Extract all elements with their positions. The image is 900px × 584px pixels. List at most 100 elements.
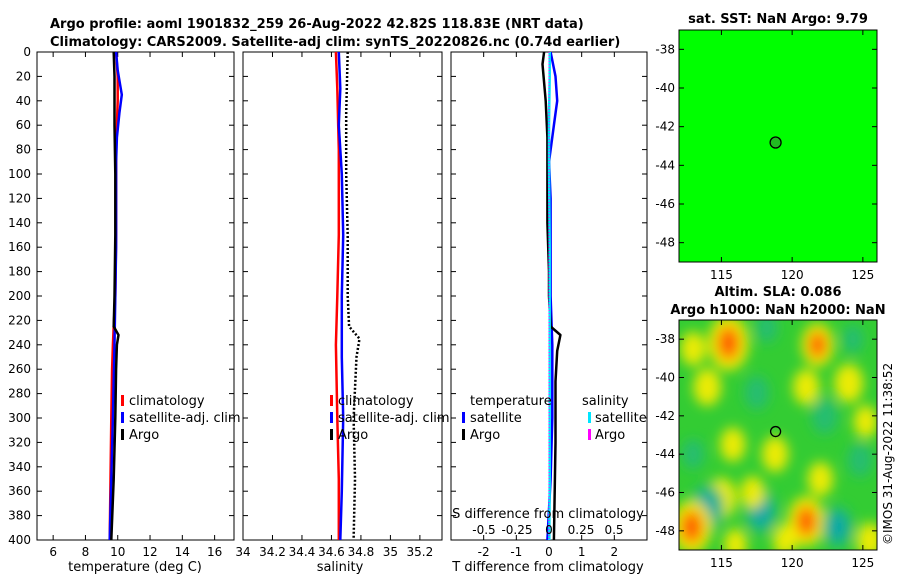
x-tick-label: 16 <box>207 545 222 559</box>
x-tick-label: 35 <box>383 545 398 559</box>
x-tick-label: 115 <box>710 556 733 570</box>
y-tick-label: -40 <box>655 371 675 385</box>
x-tick-label: 34.6 <box>318 545 345 559</box>
legend-swatch <box>588 412 591 423</box>
y-tick-label: 240 <box>8 338 31 352</box>
top-x-tick-label: 0.5 <box>604 523 623 537</box>
sla-low-cell <box>811 397 838 435</box>
y-tick-label: 0 <box>23 45 31 59</box>
x-tick-label: 115 <box>710 268 733 282</box>
x-tick-label: 120 <box>781 556 804 570</box>
x-tick-label: 34.2 <box>259 545 286 559</box>
sla-high-cell <box>773 524 798 550</box>
y-tick-label: -46 <box>655 197 675 211</box>
y-tick-label: -40 <box>655 81 675 95</box>
x-tick-label: 34 <box>235 545 250 559</box>
series-line-argo <box>344 51 361 541</box>
sla-heatmap <box>679 320 877 550</box>
sla-map-title-line2: Argo h1000: NaN h2000: NaN <box>670 303 885 318</box>
x-tick-label: 12 <box>142 545 157 559</box>
legend-label: Argo <box>338 428 368 443</box>
difference-top-xlabel: S difference from climatology <box>452 507 644 522</box>
y-tick-label: 200 <box>8 289 31 303</box>
y-tick-label: 20 <box>16 69 31 83</box>
sla-map-frame <box>678 319 878 551</box>
sla-heatmap-cells <box>679 320 877 550</box>
legend-swatch <box>121 395 124 406</box>
legend-swatch <box>121 412 124 423</box>
legend-label: satellite-adj. clim <box>129 411 241 426</box>
y-tick-label: 180 <box>8 265 31 279</box>
x-tick-label: 10 <box>110 545 125 559</box>
legend-label: satellite <box>595 411 647 426</box>
y-tick-label: 80 <box>16 143 31 157</box>
y-tick-label: -48 <box>655 236 675 250</box>
legend-label: Argo <box>595 428 625 443</box>
y-tick-label: -46 <box>655 486 675 500</box>
difference-xlabel: T difference from climatology <box>451 560 644 575</box>
x-tick-label: 6 <box>49 545 57 559</box>
legend-label: Argo <box>129 428 159 443</box>
sla-low-cell <box>744 375 770 410</box>
x-tick-label: 34.8 <box>348 545 375 559</box>
series-line-satellite-adj-clim <box>337 51 345 541</box>
sla-high-cell <box>761 436 789 473</box>
sla-high-cell <box>853 405 877 438</box>
x-tick-label: 34.4 <box>289 545 316 559</box>
sla-high-cell <box>740 476 765 509</box>
y-tick-label: 400 <box>8 533 31 547</box>
legend-label: Argo <box>470 428 500 443</box>
series-line-climatology <box>334 51 341 540</box>
y-tick-label: 60 <box>16 118 31 132</box>
argo-location-marker <box>769 136 782 149</box>
legend-swatch <box>588 429 591 440</box>
legend-swatch <box>462 429 465 440</box>
figure-title-line2: Climatology: CARS2009. Satellite-adj cli… <box>50 35 620 50</box>
sla-high-cell <box>834 363 864 403</box>
sla-low-cell <box>847 442 873 477</box>
x-tick-label: -2 <box>478 545 490 559</box>
legend-label: climatology <box>129 394 205 409</box>
top-x-tick-label: 0 <box>545 523 553 537</box>
x-tick-label: 125 <box>851 268 874 282</box>
sla-low-cell <box>827 513 848 541</box>
y-tick-label: -38 <box>655 42 675 56</box>
y-tick-label: 320 <box>8 435 31 449</box>
y-tick-label: -38 <box>655 332 675 346</box>
y-tick-label: -44 <box>655 447 675 461</box>
y-tick-label: 140 <box>8 216 31 230</box>
y-tick-label: 260 <box>8 362 31 376</box>
salinity-xlabel: salinity <box>317 560 364 575</box>
series-line-s-satellite <box>547 52 551 541</box>
x-tick-label: 120 <box>781 268 804 282</box>
top-x-tick-label: 0.25 <box>568 523 595 537</box>
legend-label: satellite <box>470 411 522 426</box>
top-x-tick-label: -0.25 <box>501 523 532 537</box>
legend-header-temperature: temperature <box>470 394 552 409</box>
y-tick-label: 300 <box>8 411 31 425</box>
top-x-tick-label: -0.5 <box>472 523 495 537</box>
plot-frame <box>36 51 235 541</box>
y-tick-label: 100 <box>8 167 31 181</box>
legend-swatch <box>330 429 333 440</box>
y-tick-label: 160 <box>8 240 31 254</box>
legend-header-salinity: salinity <box>582 394 629 409</box>
sla-high-cell <box>724 528 748 550</box>
legend-label: climatology <box>338 394 414 409</box>
x-tick-label: 14 <box>175 545 190 559</box>
x-tick-label: -1 <box>510 545 522 559</box>
x-tick-label: 0 <box>545 545 553 559</box>
sla-high-cell <box>680 331 706 366</box>
figure-title-line1: Argo profile: aoml 1901832_259 26-Aug-20… <box>50 17 584 32</box>
y-tick-label: 40 <box>16 94 31 108</box>
x-tick-label: 2 <box>611 545 619 559</box>
y-tick-label: -42 <box>655 120 675 134</box>
series-line-argo <box>110 51 120 541</box>
y-tick-label: 280 <box>8 387 31 401</box>
legend-swatch <box>330 395 333 406</box>
y-tick-label: 340 <box>8 460 31 474</box>
sla-low-cell <box>842 324 864 354</box>
y-tick-label: 360 <box>8 484 31 498</box>
legend-swatch <box>330 412 333 423</box>
